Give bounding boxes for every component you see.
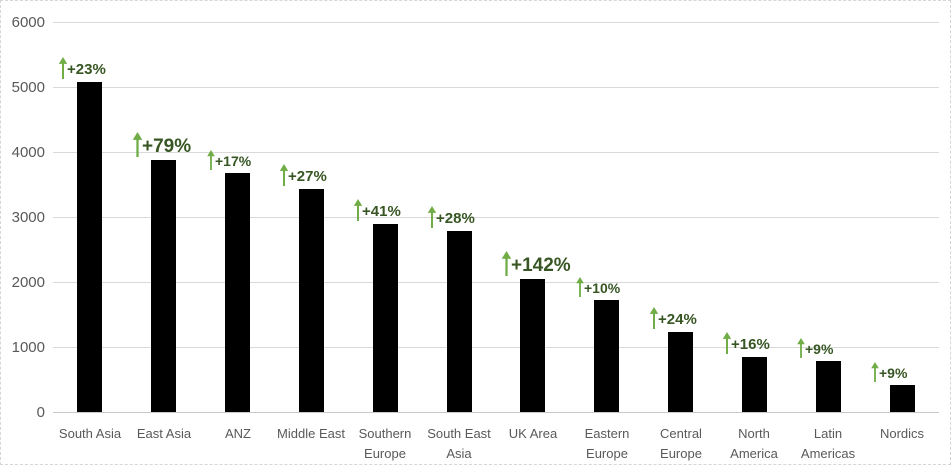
x-axis-category-label: Latin Americas <box>800 426 856 462</box>
bar-south-east-asia <box>447 231 472 412</box>
gridline <box>53 282 939 283</box>
growth-annotation: +79% <box>132 132 191 157</box>
growth-percent-label: +27% <box>288 167 327 185</box>
increase-arrow-icon <box>576 277 584 297</box>
growth-percent-label: +142% <box>511 254 571 276</box>
y-axis-tick-label: 5000 <box>11 79 45 96</box>
growth-percent-label: +17% <box>215 152 252 169</box>
growth-annotation: +28% <box>427 206 475 228</box>
growth-annotation: +27% <box>279 164 327 186</box>
y-axis-tick-label: 3000 <box>11 209 45 226</box>
bar-central-europe <box>668 332 693 412</box>
growth-percent-label: +24% <box>658 310 697 328</box>
x-axis-category-label: UK Area <box>508 426 558 441</box>
x-axis-category-label: East Asia <box>136 426 192 441</box>
increase-arrow-icon <box>353 199 363 221</box>
increase-arrow-icon <box>501 251 512 276</box>
x-axis-category-label: Eastern Europe <box>584 426 630 462</box>
bar-south-asia <box>77 82 102 412</box>
x-axis-line <box>53 412 939 413</box>
growth-percent-label: +10% <box>584 279 621 296</box>
x-axis-category-label: South East Asia <box>427 426 491 462</box>
x-axis-category-label: Middle East <box>277 426 345 441</box>
growth-percent-label: +23% <box>67 60 106 78</box>
increase-arrow-icon <box>797 338 805 358</box>
y-axis-tick-label: 6000 <box>11 14 45 31</box>
bar-southern-europe <box>373 224 398 412</box>
gridline <box>53 152 939 153</box>
bar-nordics <box>890 385 915 412</box>
growth-annotation: +16% <box>722 332 770 354</box>
bar-anz <box>225 173 250 412</box>
growth-percent-label: +79% <box>142 135 192 157</box>
x-axis-category-label: Southern Europe <box>358 426 412 462</box>
growth-annotation: +17% <box>206 150 251 170</box>
y-axis-tick-label: 4000 <box>11 144 45 161</box>
bar-eastern-europe <box>594 300 619 412</box>
increase-arrow-icon <box>427 206 437 228</box>
x-axis-category-label: North America <box>730 426 778 462</box>
increase-arrow-icon <box>871 362 879 382</box>
bar-east-asia <box>151 160 176 412</box>
bar-north-america <box>742 357 767 412</box>
increase-arrow-icon <box>722 332 732 354</box>
growth-annotation: +10% <box>575 277 620 297</box>
gridline <box>53 22 939 23</box>
gridline <box>53 217 939 218</box>
growth-annotation: +9% <box>870 362 907 382</box>
growth-percent-label: +41% <box>362 202 401 220</box>
gridline <box>53 87 939 88</box>
growth-percent-label: +28% <box>436 209 475 227</box>
bar-middle-east <box>299 189 324 412</box>
increase-arrow-icon <box>279 164 289 186</box>
y-axis-tick-label: 0 <box>36 404 45 421</box>
increase-arrow-icon <box>207 150 215 170</box>
y-axis-tick-label: 1000 <box>11 339 45 356</box>
gridline <box>53 347 939 348</box>
growth-annotation: +23% <box>58 57 106 79</box>
growth-percent-label: +16% <box>731 335 770 353</box>
y-axis-tick-label: 2000 <box>11 274 45 291</box>
growth-annotation: +142% <box>501 251 571 276</box>
growth-annotation: +9% <box>796 338 833 358</box>
bar-uk-area <box>520 279 545 412</box>
growth-annotation: +41% <box>353 199 401 221</box>
x-axis-category-label: ANZ <box>225 426 251 441</box>
growth-annotation: +24% <box>649 307 697 329</box>
x-axis-category-label: Central Europe <box>660 426 702 462</box>
growth-percent-label: +9% <box>879 364 908 381</box>
increase-arrow-icon <box>132 132 143 157</box>
bar-latin-americas <box>816 361 841 412</box>
growth-percent-label: +9% <box>805 340 834 357</box>
x-axis-category-label: Nordics <box>879 426 925 441</box>
increase-arrow-icon <box>649 307 659 329</box>
increase-arrow-icon <box>58 57 68 79</box>
x-axis-category-label: South Asia <box>58 426 122 441</box>
